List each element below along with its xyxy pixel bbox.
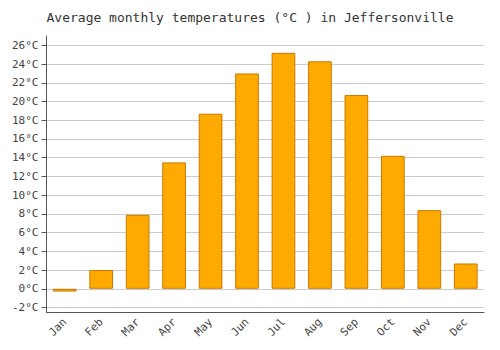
svg-text:20°C: 20°C bbox=[12, 95, 39, 108]
svg-text:6°C: 6°C bbox=[19, 226, 39, 239]
svg-text:Sep: Sep bbox=[338, 316, 361, 339]
svg-text:Mar: Mar bbox=[119, 315, 142, 338]
svg-text:16°C: 16°C bbox=[12, 132, 39, 145]
svg-text:18°C: 18°C bbox=[12, 114, 39, 127]
svg-text:Aug: Aug bbox=[301, 316, 324, 339]
svg-text:12°C: 12°C bbox=[12, 170, 39, 183]
svg-text:Jun: Jun bbox=[228, 316, 251, 339]
svg-text:Apr: Apr bbox=[155, 315, 178, 338]
svg-text:14°C: 14°C bbox=[12, 151, 39, 164]
svg-text:-2°C: -2°C bbox=[12, 301, 39, 314]
svg-text:Feb: Feb bbox=[83, 316, 106, 339]
svg-text:Average monthly temperatures (: Average monthly temperatures (°C ) in Je… bbox=[47, 10, 454, 25]
svg-text:Jan: Jan bbox=[46, 316, 69, 339]
svg-text:26°C: 26°C bbox=[12, 39, 39, 52]
svg-text:8°C: 8°C bbox=[19, 207, 39, 220]
svg-text:May: May bbox=[192, 315, 215, 338]
svg-text:Jul: Jul bbox=[265, 316, 288, 339]
svg-text:2°C: 2°C bbox=[19, 264, 39, 277]
svg-text:24°C: 24°C bbox=[12, 58, 39, 71]
svg-text:Nov: Nov bbox=[411, 315, 434, 338]
svg-text:4°C: 4°C bbox=[19, 245, 39, 258]
svg-text:Dec: Dec bbox=[447, 316, 470, 339]
svg-text:0°C: 0°C bbox=[19, 282, 39, 295]
svg-text:22°C: 22°C bbox=[12, 76, 39, 89]
svg-text:Oct: Oct bbox=[374, 316, 397, 339]
svg-text:10°C: 10°C bbox=[12, 189, 39, 202]
